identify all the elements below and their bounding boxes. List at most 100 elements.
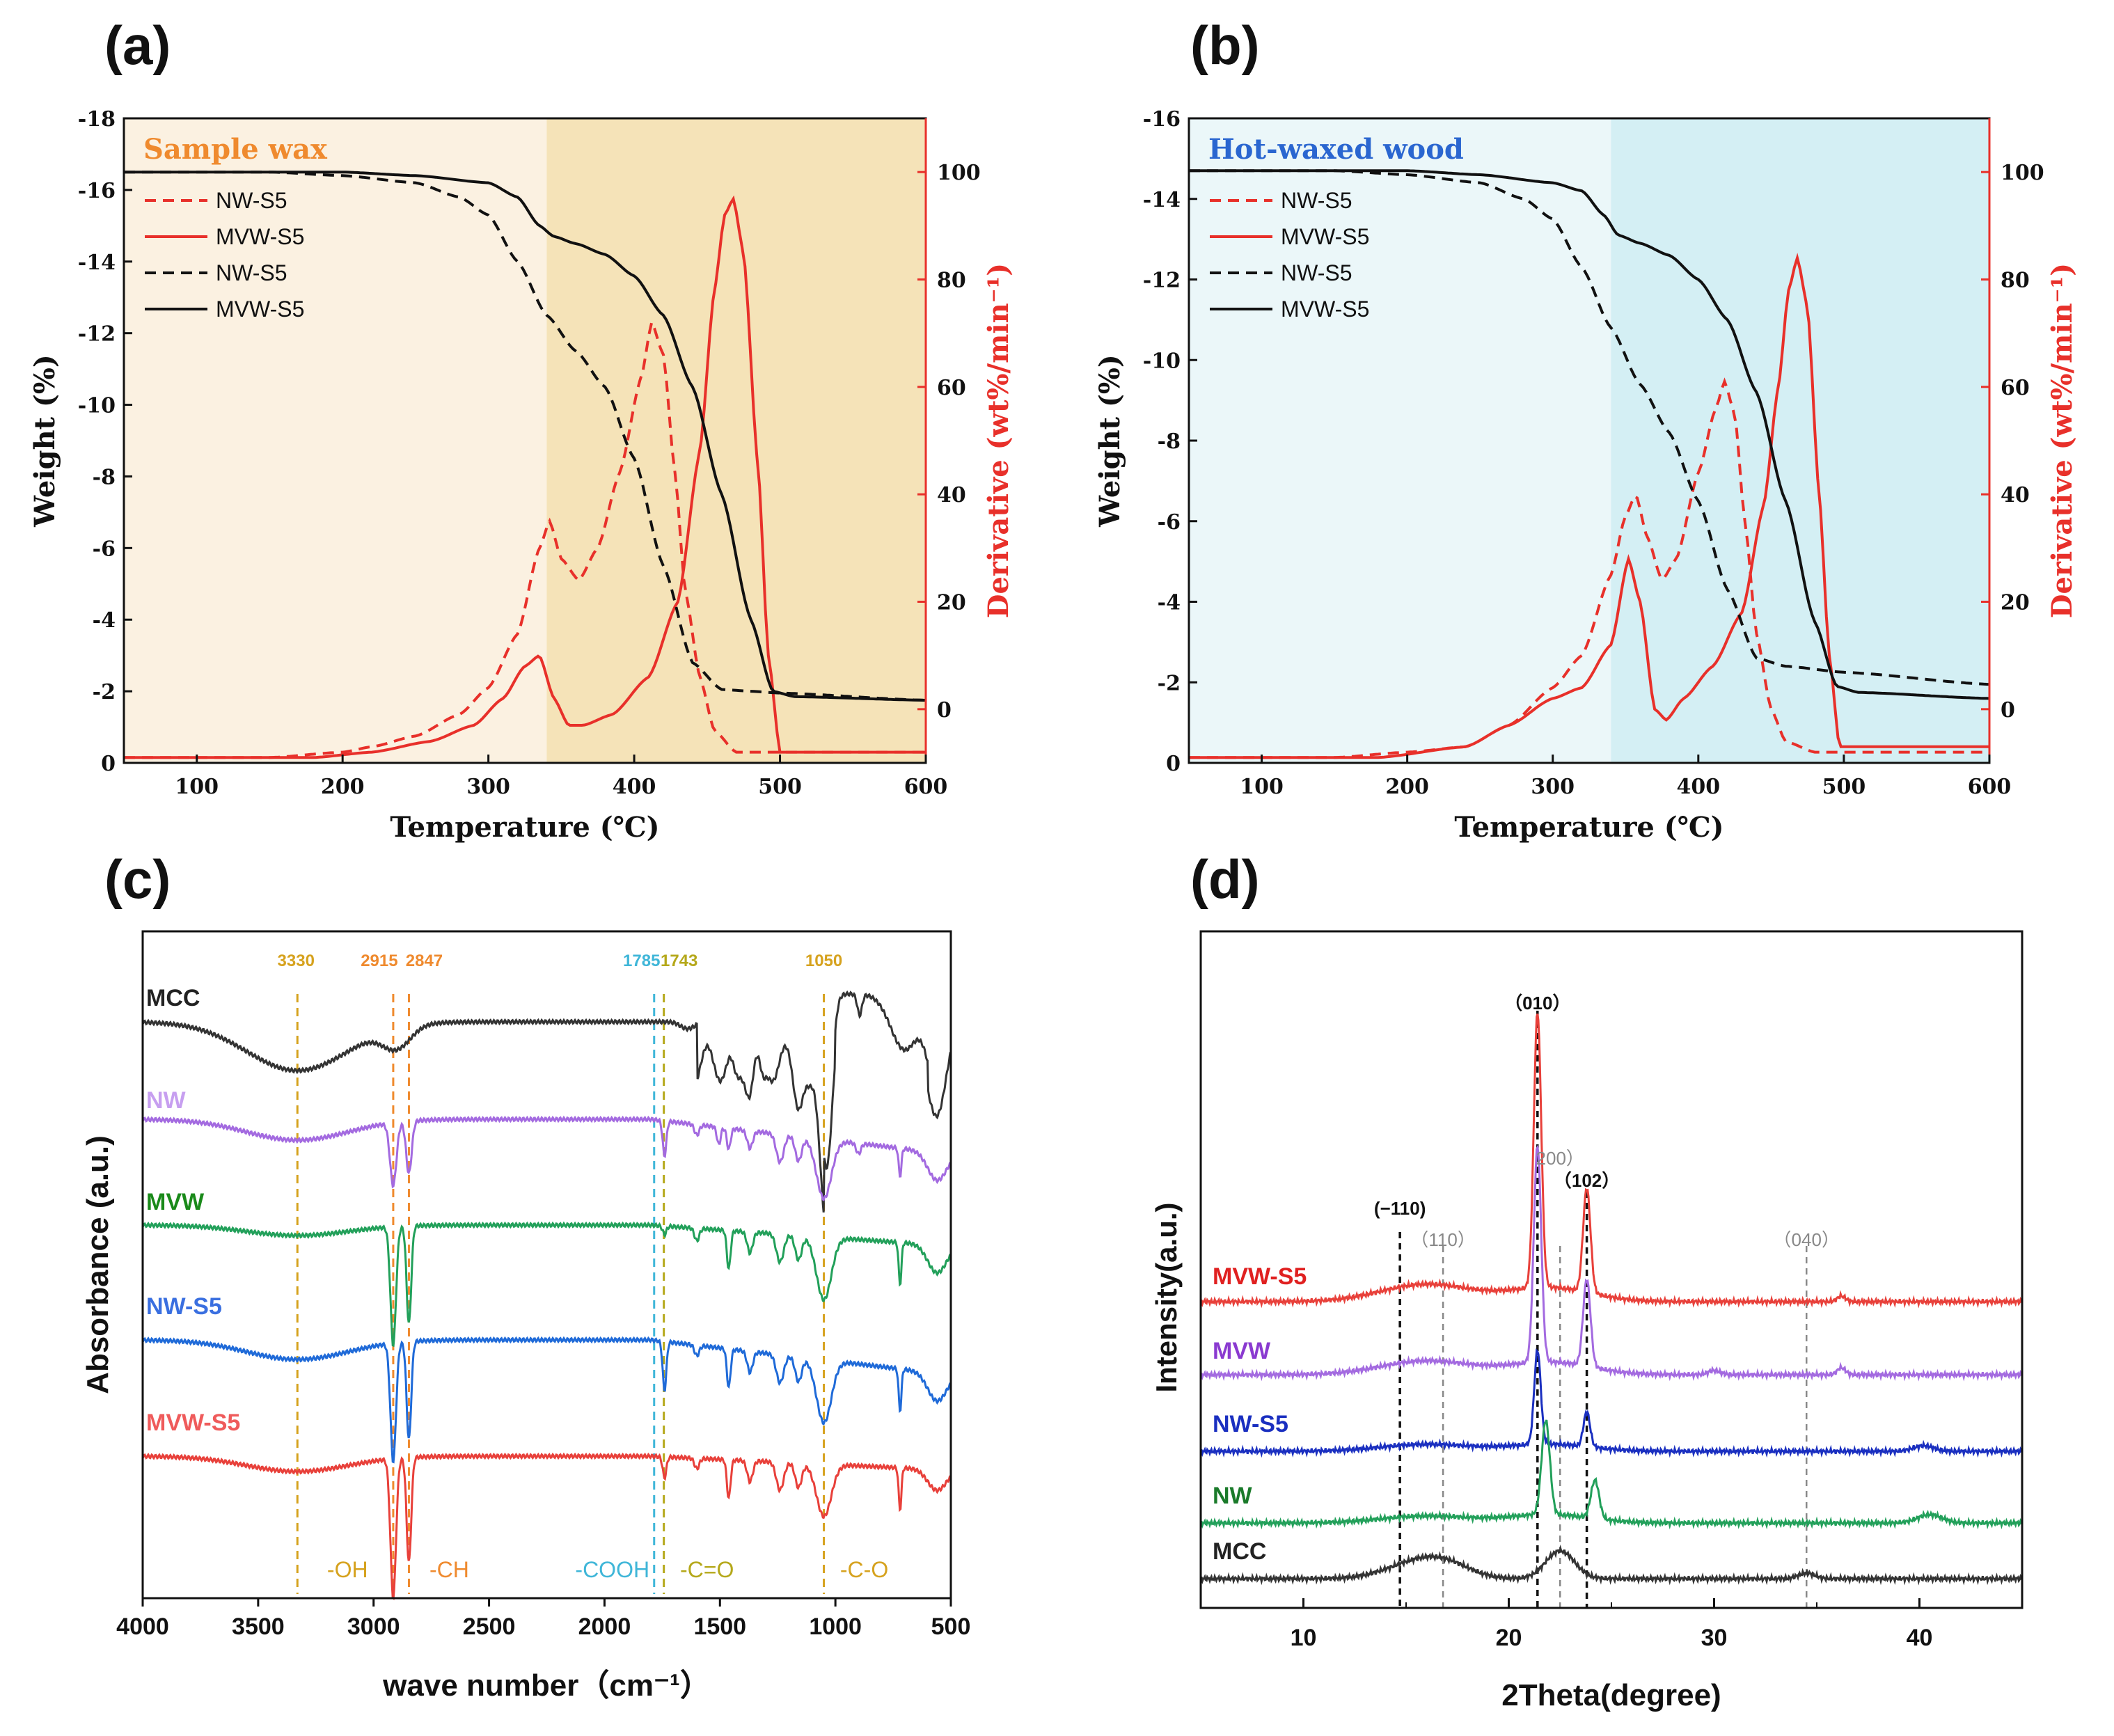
series-label: NW bbox=[1213, 1483, 1253, 1509]
series-label: MVW-S5 bbox=[146, 1410, 240, 1436]
peak-number: 1743 bbox=[661, 952, 697, 970]
series-label: NW-S5 bbox=[1213, 1411, 1288, 1437]
x-tick-label: 400 bbox=[1677, 775, 1721, 799]
chart-c: 3330 2915 2847 1785 1743 1050 -OH -CH -COOH -C=O -… bbox=[81, 930, 971, 1703]
pattern-mvw-s5 bbox=[1200, 1013, 2023, 1309]
y-tick-label: -14 bbox=[78, 251, 116, 275]
y-tick-label: -4 bbox=[1158, 591, 1181, 615]
y-axis-title: Weight (%) bbox=[29, 354, 61, 528]
y-tick-label: -14 bbox=[1143, 188, 1181, 212]
legend-label: NW-S5 bbox=[216, 188, 287, 213]
y-tick-label: -2 bbox=[93, 680, 116, 704]
y-tick-label: -10 bbox=[1143, 349, 1181, 373]
plane-label: （040） bbox=[1774, 1229, 1840, 1250]
y2-tick-label: 100 bbox=[2001, 161, 2044, 185]
peak-number: 3330 bbox=[278, 952, 315, 970]
plot-frame bbox=[141, 930, 952, 1600]
y2-tick-label: 0 bbox=[937, 698, 952, 723]
x-axis-title: 2Theta(degree) bbox=[1501, 1678, 1721, 1712]
shade-region-left bbox=[124, 118, 547, 763]
x-tick-label: 40 bbox=[1907, 1625, 1933, 1651]
y2-tick-label: 80 bbox=[937, 269, 966, 293]
y2-axis-title: Derivative (wt%/min⁻¹) bbox=[982, 263, 1015, 618]
x-tick-label: 300 bbox=[466, 775, 510, 799]
y-tick-label: -4 bbox=[93, 608, 116, 633]
group-label: -COOH bbox=[575, 1557, 649, 1582]
x-tick-label: 4000 bbox=[116, 1613, 169, 1640]
y2-tick-label: 0 bbox=[2001, 698, 2015, 723]
x-tick-label: 400 bbox=[613, 775, 656, 799]
group-label: -C=O bbox=[680, 1557, 734, 1582]
legend-label: NW-S5 bbox=[1281, 260, 1352, 285]
y2-tick-label: 80 bbox=[2001, 269, 2030, 293]
x-tick-label: 10 bbox=[1291, 1625, 1317, 1651]
plot-frame bbox=[1199, 930, 2024, 1609]
y-tick-label: -6 bbox=[1158, 510, 1181, 535]
legend-label: MVW-S5 bbox=[216, 224, 304, 249]
y-tick-label: -6 bbox=[93, 537, 116, 561]
x-axis-title: wave number（cm⁻¹） bbox=[382, 1668, 711, 1703]
y-axis-title: Weight (%) bbox=[1094, 354, 1126, 528]
x-tick-label: 500 bbox=[931, 1613, 971, 1640]
y-axis-title: Intensity(a.u.) bbox=[1150, 1202, 1183, 1392]
x-tick-label: 100 bbox=[175, 775, 219, 799]
series-line-mvw-s5-y2 bbox=[124, 195, 926, 759]
x-tick-label: 1500 bbox=[693, 1613, 746, 1640]
group-label: -OH bbox=[327, 1557, 368, 1582]
y2-tick-label: 40 bbox=[937, 483, 966, 507]
y-tick-label: -18 bbox=[78, 107, 116, 132]
y-tick-label: -10 bbox=[78, 394, 116, 418]
y-tick-label: -8 bbox=[93, 465, 116, 489]
y2-axis-title: Derivative (wt%/min⁻¹) bbox=[2046, 263, 2078, 618]
y-tick-label: 0 bbox=[1166, 752, 1181, 776]
legend-label: NW-S5 bbox=[1281, 188, 1352, 213]
shade-region-left bbox=[1189, 118, 1611, 763]
spectrum-nw-s5 bbox=[141, 1336, 952, 1464]
series-label: NW-S5 bbox=[146, 1293, 222, 1320]
y-tick-label: -12 bbox=[1143, 269, 1181, 293]
y-tick-label: -2 bbox=[1158, 671, 1181, 695]
chart-a: 100 200 300 400 500 6000-2-4-6-8-10-12-14-16-… bbox=[29, 107, 1015, 844]
x-tick-label: 3500 bbox=[232, 1613, 285, 1640]
pattern-mcc bbox=[1200, 1544, 2023, 1586]
chart-d: (−110) （110） （010） 200）（102） （040） MVW-S5 MVW N… bbox=[1150, 930, 2024, 1712]
series-label: MVW-S5 bbox=[1213, 1263, 1307, 1290]
x-tick-label: 600 bbox=[904, 775, 948, 799]
panel-label-b: (b) bbox=[1190, 15, 1260, 76]
group-label: -CH bbox=[429, 1557, 469, 1582]
y-tick-label: -16 bbox=[78, 179, 116, 203]
peak-number: 1785 bbox=[623, 952, 660, 970]
y2-tick-label: 20 bbox=[2001, 591, 2030, 615]
series-line-mvw-s5-y2 bbox=[1189, 253, 1989, 759]
peak-number: 1050 bbox=[805, 952, 842, 970]
legend-label: MVW-S5 bbox=[216, 297, 304, 322]
series-label: MVW bbox=[146, 1189, 205, 1215]
pattern-nw-s5 bbox=[1200, 1348, 2023, 1458]
spectrum-mcc bbox=[141, 990, 952, 1213]
series-label: MCC bbox=[146, 985, 200, 1011]
y-tick-label: -8 bbox=[1158, 429, 1181, 454]
x-tick-label: 200 bbox=[1385, 775, 1429, 799]
chart-b: 100 200 300 400 500 600 0 -2 -4 -6 -8 -10 -12 -14 -16 0… bbox=[1094, 107, 2078, 844]
plane-label: 200） bbox=[1536, 1148, 1584, 1169]
panel-label-c: (c) bbox=[104, 849, 171, 910]
x-tick-label: 500 bbox=[758, 775, 802, 799]
y-axis-title: Absorbance (a.u.) bbox=[81, 1135, 115, 1394]
shade-region-right bbox=[546, 118, 926, 763]
panel-label-d: (d) bbox=[1190, 849, 1260, 910]
x-tick-label: 20 bbox=[1496, 1625, 1522, 1651]
panel-label-a: (a) bbox=[104, 15, 171, 76]
x-tick-label: 3000 bbox=[347, 1613, 400, 1640]
series-label: MVW bbox=[1213, 1338, 1271, 1364]
x-tick-label: 1000 bbox=[809, 1613, 862, 1640]
pattern-nw bbox=[1200, 1419, 2023, 1530]
peak-number: 2915 bbox=[361, 952, 397, 970]
y-tick-label: 0 bbox=[101, 752, 116, 776]
y-tick-label: -16 bbox=[1143, 107, 1181, 132]
y2-tick-label: 60 bbox=[937, 376, 966, 400]
plane-label: （102） bbox=[1554, 1170, 1620, 1191]
series-line-mvw-s5-y bbox=[1189, 169, 1990, 700]
chart-title: Hot-waxed wood bbox=[1208, 133, 1464, 166]
x-tick-label: 30 bbox=[1701, 1625, 1728, 1651]
